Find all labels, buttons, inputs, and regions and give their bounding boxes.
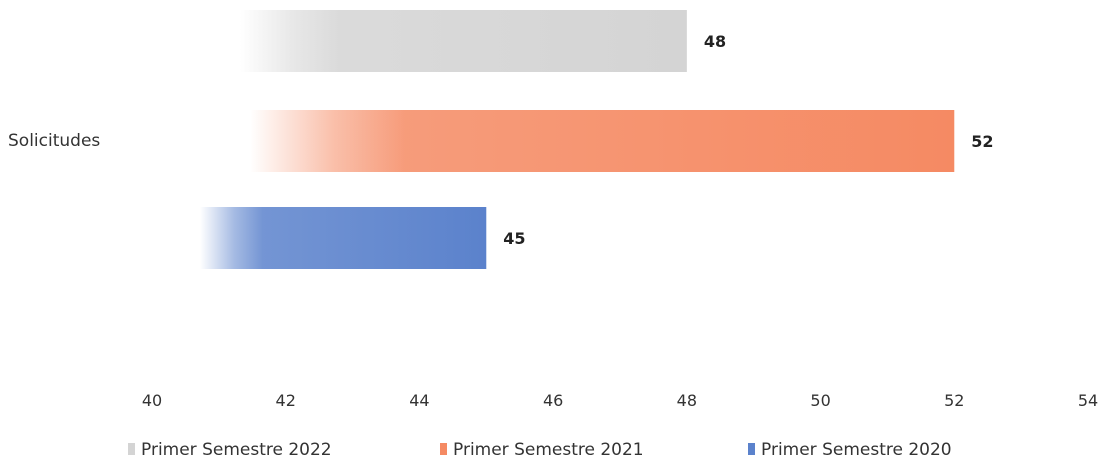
bar-primer-semestre-2020 <box>200 207 487 269</box>
legend-label: Primer Semestre 2021 <box>453 440 644 460</box>
x-tick-label: 40 <box>142 391 162 410</box>
bar-primer-semestre-2021 <box>250 110 955 172</box>
legend-label: Primer Semestre 2022 <box>141 440 332 460</box>
data-label-primer-semestre-2020: 45 <box>503 229 525 248</box>
legend-swatch <box>440 443 447 455</box>
data-labels-layer: 48 52 45 <box>503 32 993 248</box>
legend-item-primer-semestre-2020: Primer Semestre 2020 <box>748 440 952 460</box>
x-tick-label: 46 <box>543 391 563 410</box>
x-tick-label: 42 <box>276 391 296 410</box>
x-tick-label: 50 <box>810 391 830 410</box>
x-tick-label: 44 <box>409 391 429 410</box>
legend-label: Primer Semestre 2020 <box>761 440 952 460</box>
category-axis: Solicitudes <box>8 131 100 151</box>
category-label: Solicitudes <box>8 131 100 151</box>
data-label-primer-semestre-2021: 52 <box>971 132 993 151</box>
legend-item-primer-semestre-2022: Primer Semestre 2022 <box>128 440 332 460</box>
legend-swatch <box>748 443 755 455</box>
x-tick-label: 48 <box>677 391 697 410</box>
legend-swatch <box>128 443 135 455</box>
data-label-primer-semestre-2022: 48 <box>704 32 726 51</box>
legend-item-primer-semestre-2021: Primer Semestre 2021 <box>440 440 644 460</box>
x-tick-label: 54 <box>1078 391 1098 410</box>
x-axis: 40 42 44 46 48 50 52 54 <box>142 391 1098 410</box>
x-tick-label: 52 <box>944 391 964 410</box>
bar-primer-semestre-2022 <box>240 10 687 72</box>
legend: Primer Semestre 2022 Primer Semestre 2021… <box>128 440 952 460</box>
bars-layer <box>200 10 955 269</box>
